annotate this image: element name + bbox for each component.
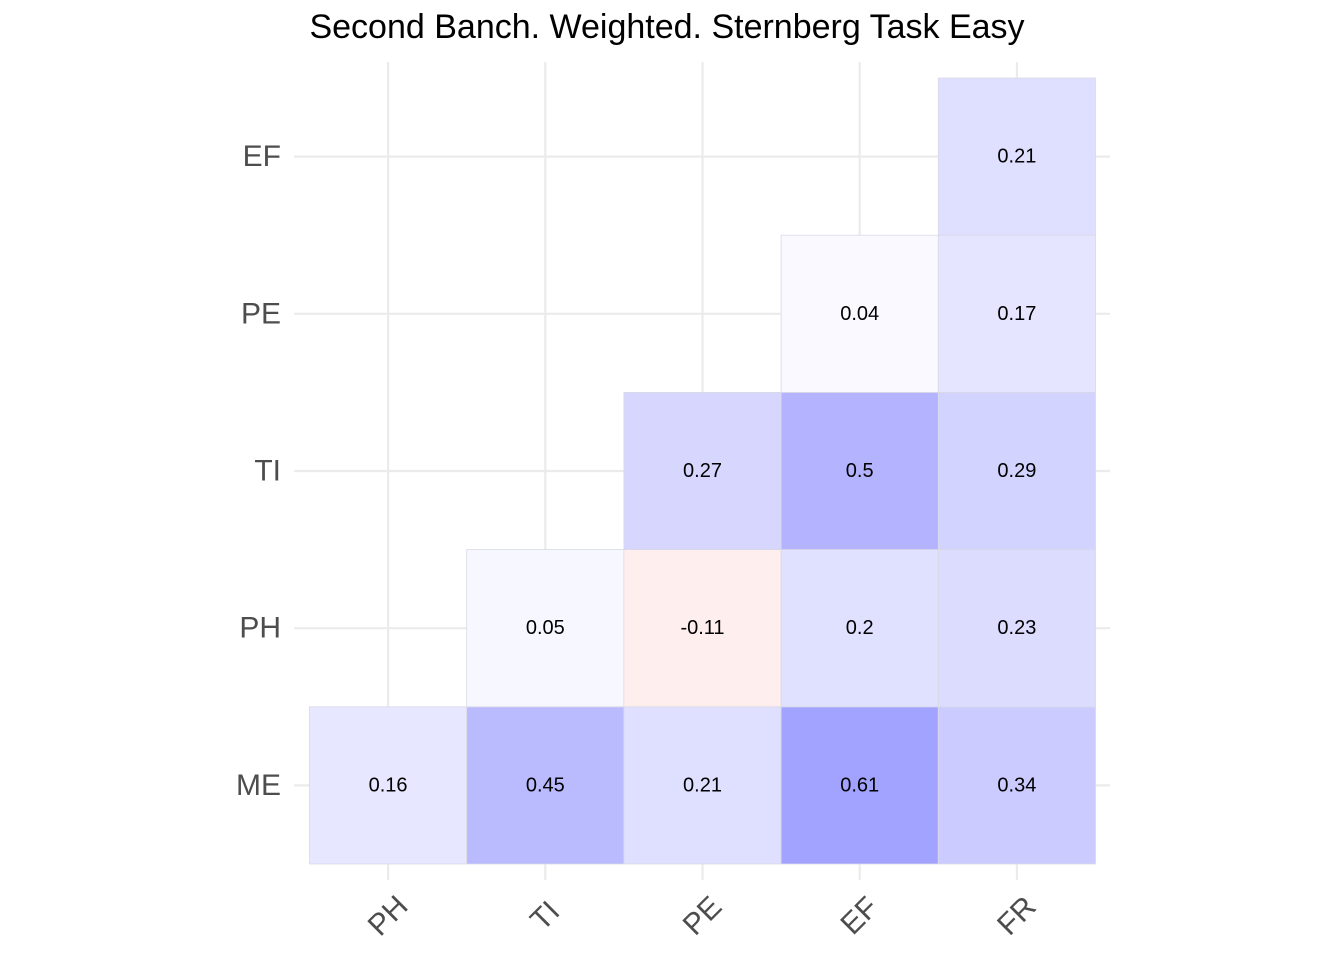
cell-value-label: 0.05 [526, 617, 565, 639]
heatmap-cell [466, 706, 625, 865]
cell-value-label: 0.5 [846, 460, 874, 482]
heatmap-cells [309, 77, 1096, 865]
x-tick-label: EF [834, 891, 884, 941]
y-tick-label: PH [239, 612, 281, 645]
cell-value-label: 0.04 [840, 303, 879, 325]
heatmap-cell [466, 549, 625, 708]
x-axis-labels: PH TI PE EF FR [362, 890, 1043, 943]
heatmap-cell [780, 234, 939, 393]
cell-value-label: 0.21 [997, 146, 1036, 168]
cell-value-label: 0.17 [997, 303, 1036, 325]
y-axis-labels: ME PH TI PE EF [236, 140, 281, 802]
cell-value-label: 0.16 [369, 774, 408, 796]
cell-value-label: 0.23 [997, 617, 1036, 639]
y-tick-label: TI [254, 455, 281, 488]
heatmap-cell [937, 77, 1096, 236]
x-tick-label: PE [677, 890, 729, 942]
cell-value-label: 0.2 [846, 617, 874, 639]
cell-value-label: -0.11 [680, 617, 724, 639]
cell-value-label: 0.45 [526, 774, 565, 796]
cell-value-label: 0.21 [683, 774, 722, 796]
heatmap-cell [937, 549, 1096, 708]
y-tick-label: EF [243, 140, 281, 173]
heatmap-cell [937, 391, 1096, 550]
chart-title: Second Banch. Weighted. Sternberg Task E… [309, 8, 1025, 46]
cell-value-label: 0.27 [683, 460, 722, 482]
cell-value-label: 0.34 [997, 774, 1036, 796]
y-tick-label: ME [236, 769, 281, 802]
heatmap-cell [623, 706, 782, 865]
heatmap-cell [937, 706, 1096, 865]
heatmap-cell [937, 234, 1096, 393]
x-tick-label: PH [362, 890, 415, 943]
heatmap-cell [309, 706, 468, 865]
y-tick-label: PE [241, 297, 281, 330]
x-tick-label: FR [991, 890, 1043, 942]
heatmap-cell [780, 706, 939, 865]
heatmap-cell [623, 549, 782, 708]
cell-value-label: 0.61 [840, 774, 879, 796]
x-tick-label: TI [524, 895, 566, 937]
cell-value-label: 0.29 [997, 460, 1036, 482]
heatmap-cell [623, 391, 782, 550]
cell-labels: 0.16 0.45 0.21 0.61 0.34 0.05 -0.11 0.2 0.23 0.27… [369, 146, 1037, 797]
